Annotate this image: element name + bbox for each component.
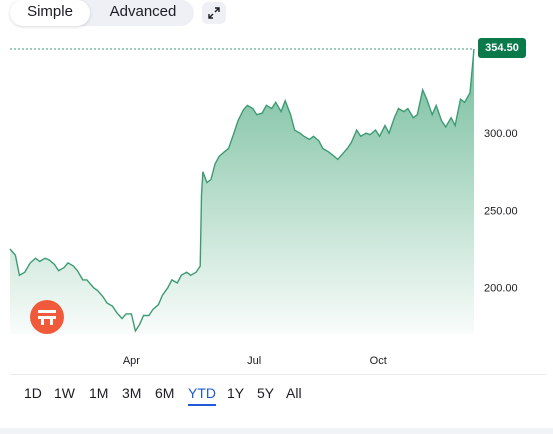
- range-5y-button[interactable]: 5Y: [257, 385, 275, 401]
- range-ytd-button[interactable]: YTD: [188, 385, 216, 406]
- brand-logo-icon: [30, 300, 64, 334]
- range-1y-button[interactable]: 1Y: [227, 385, 245, 401]
- current-price-tag: 354.50: [478, 38, 526, 58]
- y-tick-label: 200.00: [484, 283, 518, 295]
- x-tick-label: Apr: [123, 355, 140, 367]
- range-all-button[interactable]: All: [286, 385, 302, 401]
- logo-glyph-icon: [38, 310, 56, 325]
- expand-arrows-icon: [208, 7, 220, 19]
- range-6m-button[interactable]: 6M: [155, 385, 175, 401]
- range-1m-button[interactable]: 1M: [89, 385, 109, 401]
- price-chart: 200.00 250.00 300.00 Apr Jul Oct: [9, 48, 518, 367]
- y-tick-label: 300.00: [484, 128, 518, 140]
- range-1w-button[interactable]: 1W: [54, 385, 75, 401]
- price-line: [9, 48, 475, 333]
- price-area: [10, 49, 474, 334]
- time-range-selector: 1D 1W 1M 3M 6M YTD 1Y 5Y All: [10, 374, 546, 419]
- simple-mode-button[interactable]: Simple: [10, 0, 90, 26]
- y-tick-label: 250.00: [484, 205, 518, 217]
- expand-icon[interactable]: [202, 2, 226, 24]
- range-1d-button[interactable]: 1D: [24, 385, 42, 401]
- range-3m-button[interactable]: 3M: [122, 385, 142, 401]
- chart-mode-switch: Simple Advanced: [10, 0, 194, 26]
- x-tick-label: Oct: [370, 355, 387, 367]
- bottom-divider: [0, 428, 553, 434]
- x-tick-label: Jul: [247, 355, 261, 367]
- advanced-mode-button[interactable]: Advanced: [109, 3, 177, 20]
